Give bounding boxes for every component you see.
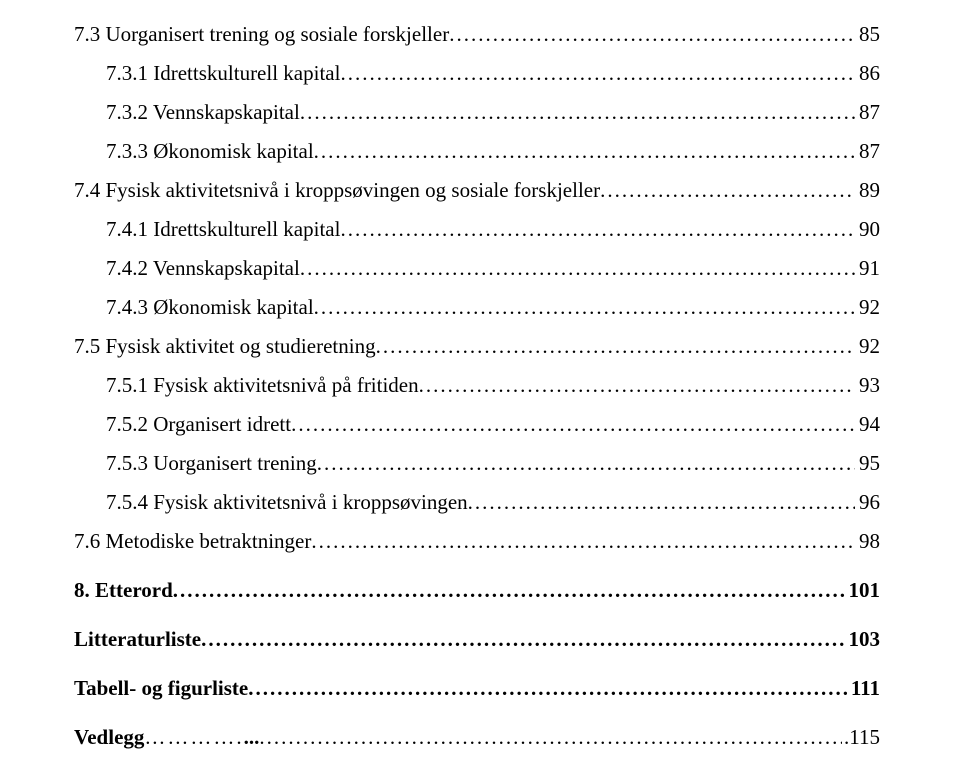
toc-entry-label: 7.4.2 Vennskapskapital	[106, 256, 300, 281]
toc-leader-dots	[317, 451, 855, 476]
toc-entry-label: 8. Etterord	[74, 578, 173, 603]
toc-entry-page: 101	[845, 578, 881, 603]
toc-entry: 7.4 Fysisk aktivitetsnivå i kroppsøvinge…	[74, 178, 880, 203]
toc-entry-page: 94	[855, 412, 880, 437]
toc-entry-label: 7.3.2 Vennskapskapital	[106, 100, 300, 125]
toc-entry-page: 95	[855, 451, 880, 476]
toc-entry-page: 86	[855, 61, 880, 86]
toc-entry: 8. Etterord 101	[74, 578, 880, 603]
toc-leader-dots	[248, 676, 847, 701]
toc-entry: 7.3.3 Økonomisk kapital 87	[74, 139, 880, 164]
toc-leader-dots	[259, 725, 842, 750]
toc-entry-label: 7.6 Metodiske betraktninger	[74, 529, 311, 554]
toc-entry: 7.6 Metodiske betraktninger 98	[74, 529, 880, 554]
toc-entry-label: 7.3.1 Idrettskulturell kapital	[106, 61, 340, 86]
toc-leader-dots-mid: ...	[244, 725, 260, 750]
toc-entry-vedlegg: Vedlegg………….....115	[74, 725, 880, 750]
table-of-contents: 7.3 Uorganisert trening og sosiale forsk…	[74, 22, 880, 750]
toc-leader-dots	[314, 295, 855, 320]
toc-leader-dots	[291, 412, 855, 437]
toc-entry-page: 92	[855, 334, 880, 359]
toc-entry: 7.5.1 Fysisk aktivitetsnivå på fritiden 9…	[74, 373, 880, 398]
toc-leader-fill: …………....	[144, 725, 842, 750]
toc-entry-page: 96	[855, 490, 880, 515]
toc-entry-page: 85	[855, 22, 880, 47]
toc-entry: Tabell- og figurliste 111	[74, 676, 880, 701]
toc-leader-dots	[314, 139, 855, 164]
toc-leader-dots	[419, 373, 855, 398]
toc-entry-page: 90	[855, 217, 880, 242]
toc-entry: 7.5 Fysisk aktivitet og studieretning 92	[74, 334, 880, 359]
toc-entry-page: 87	[855, 100, 880, 125]
toc-entry: 7.3 Uorganisert trening og sosiale forsk…	[74, 22, 880, 47]
toc-leader-dots	[173, 578, 845, 603]
toc-entry: 7.4.3 Økonomisk kapital 92	[74, 295, 880, 320]
toc-entry-label: 7.5.2 Organisert idrett	[106, 412, 291, 437]
toc-leader-dots	[300, 100, 855, 125]
toc-entry-label: Litteraturliste	[74, 627, 201, 652]
toc-entry: 7.3.1 Idrettskulturell kapital 86	[74, 61, 880, 86]
toc-entry-page: .115	[842, 725, 880, 750]
toc-leader-dots	[376, 334, 855, 359]
toc-entry-page: 111	[847, 676, 880, 701]
toc-entry-label: 7.5.4 Fysisk aktivitetsnivå i kroppsøvin…	[106, 490, 468, 515]
toc-leader-dots	[600, 178, 855, 203]
toc-entry-page: 93	[855, 373, 880, 398]
toc-entry-page: 103	[845, 627, 881, 652]
toc-entry-label: 7.5.3 Uorganisert trening	[106, 451, 317, 476]
toc-entry-page: 89	[855, 178, 880, 203]
toc-entry-label: 7.5.1 Fysisk aktivitetsnivå på fritiden	[106, 373, 419, 398]
toc-entry-label: 7.4.3 Økonomisk kapital	[106, 295, 314, 320]
toc-entry-label: Vedlegg	[74, 725, 144, 750]
toc-entry-page: 91	[855, 256, 880, 281]
toc-leader-dots	[449, 22, 855, 47]
toc-leader-dots	[201, 627, 844, 652]
toc-entry-label: 7.3 Uorganisert trening og sosiale forsk…	[74, 22, 449, 47]
toc-entry-label: Tabell- og figurliste	[74, 676, 248, 701]
toc-entry-page: 92	[855, 295, 880, 320]
toc-entry-page: 98	[855, 529, 880, 554]
toc-entry: 7.5.2 Organisert idrett 94	[74, 412, 880, 437]
toc-entry: 7.3.2 Vennskapskapital 87	[74, 100, 880, 125]
toc-entry-label: 7.4.1 Idrettskulturell kapital	[106, 217, 340, 242]
toc-entry-label: 7.5 Fysisk aktivitet og studieretning	[74, 334, 376, 359]
toc-entry-page: 87	[855, 139, 880, 164]
toc-leader-dots	[300, 256, 855, 281]
toc-leader-dots	[468, 490, 855, 515]
toc-leader-dots	[340, 217, 855, 242]
toc-entry: 7.5.4 Fysisk aktivitetsnivå i kroppsøvin…	[74, 490, 880, 515]
toc-entry: Litteraturliste 103	[74, 627, 880, 652]
toc-leader-dots-short: ………….	[144, 725, 243, 750]
toc-entry-label: 7.4 Fysisk aktivitetsnivå i kroppsøvinge…	[74, 178, 600, 203]
toc-leader-dots	[311, 529, 855, 554]
toc-entry-label: 7.3.3 Økonomisk kapital	[106, 139, 314, 164]
toc-leader-dots	[340, 61, 855, 86]
toc-entry: 7.5.3 Uorganisert trening 95	[74, 451, 880, 476]
toc-entry: 7.4.2 Vennskapskapital 91	[74, 256, 880, 281]
toc-entry: 7.4.1 Idrettskulturell kapital 90	[74, 217, 880, 242]
